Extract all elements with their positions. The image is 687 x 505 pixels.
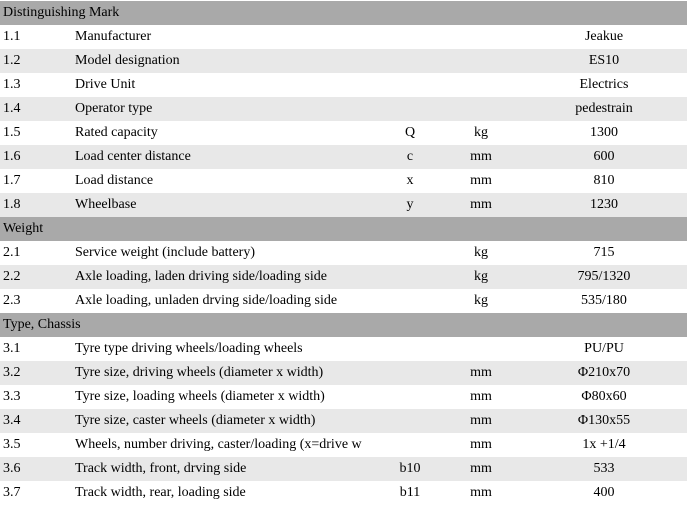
spec-value: Φ130x55 xyxy=(577,413,631,428)
spec-unit: mm xyxy=(470,389,492,404)
spec-no: 1.5 xyxy=(3,125,21,140)
spec-label: Wheelbase xyxy=(75,197,137,212)
section-title: Distinguishing Mark xyxy=(3,5,120,20)
spec-value: Electrics xyxy=(579,77,629,92)
section-title: Weight xyxy=(3,221,44,236)
spec-no: 1.4 xyxy=(3,101,21,116)
section-header: Weight xyxy=(0,217,687,241)
spec-symbol: Q xyxy=(404,125,416,140)
spec-row: 1.4 Operator type pedestrain xyxy=(0,97,687,121)
spec-row: 3.5 Wheels, number driving, caster/loadin… xyxy=(0,433,687,457)
spec-label: Load center distance xyxy=(75,149,191,164)
spec-row: 1.7 Load distance x mm 810 xyxy=(0,169,687,193)
spec-value: 535/180 xyxy=(581,293,627,308)
spec-label: Drive Unit xyxy=(75,77,136,92)
spec-unit: kg xyxy=(474,293,488,308)
spec-label: Rated capacity xyxy=(75,125,158,140)
spec-row: 3.7 Track width, rear, loading side b11 mm 4… xyxy=(0,481,687,505)
spec-no: 1.7 xyxy=(3,173,21,188)
spec-unit: mm xyxy=(470,197,492,212)
section-title: Type, Chassis xyxy=(3,317,81,332)
spec-value: PU/PU xyxy=(584,341,624,356)
spec-value: 795/1320 xyxy=(577,269,631,284)
spec-value: Φ80x60 xyxy=(581,389,627,404)
spec-symbol: b11 xyxy=(399,485,421,500)
spec-symbol: y xyxy=(406,197,414,212)
spec-label: Service weight (include battery) xyxy=(75,245,255,260)
spec-no: 3.3 xyxy=(3,389,21,404)
spec-label: Tyre type driving wheels/loading wheels xyxy=(75,341,303,356)
spec-symbol: c xyxy=(406,149,414,164)
spec-row: 1.6 Load center distance c mm 600 xyxy=(0,145,687,169)
spec-no: 3.4 xyxy=(3,413,21,428)
spec-no: 3.5 xyxy=(3,437,21,452)
spec-row: 1.3 Drive Unit Electrics xyxy=(0,73,687,97)
spec-label: Tyre size, caster wheels (diameter x wid… xyxy=(75,413,316,428)
spec-row: 3.1 Tyre type driving wheels/loading whee… xyxy=(0,337,687,361)
spec-unit: mm xyxy=(470,485,492,500)
spec-row: 3.4 Tyre size, caster wheels (diameter x … xyxy=(0,409,687,433)
spec-row: 1.8 Wheelbase y mm 1230 xyxy=(0,193,687,217)
spec-label: Axle loading, unladen drving side/loadin… xyxy=(75,293,338,308)
spec-label: Track width, front, drving side xyxy=(75,461,247,476)
spec-label: Tyre size, loading wheels (diameter x wi… xyxy=(75,389,325,404)
spec-no: 1.6 xyxy=(3,149,21,164)
spec-row: 3.2 Tyre size, driving wheels (diameter x… xyxy=(0,361,687,385)
spec-no: 1.1 xyxy=(3,29,21,44)
spec-no: 3.2 xyxy=(3,365,21,380)
spec-symbol: b10 xyxy=(399,461,421,476)
spec-label: Manufacturer xyxy=(75,29,152,44)
spec-unit: kg xyxy=(474,269,488,284)
spec-unit: mm xyxy=(470,437,492,452)
spec-value: 600 xyxy=(593,149,615,164)
spec-value: pedestrain xyxy=(575,101,633,116)
spec-unit: mm xyxy=(470,461,492,476)
section-header: Distinguishing Mark xyxy=(0,1,687,25)
spec-unit: mm xyxy=(470,365,492,380)
section-header: Type, Chassis xyxy=(0,313,687,337)
spec-no: 2.2 xyxy=(3,269,21,284)
spec-value: 1300 xyxy=(590,125,618,140)
spec-row: 1.2 Model designation ES10 xyxy=(0,49,687,73)
spec-unit: mm xyxy=(470,413,492,428)
spec-value: 810 xyxy=(593,173,615,188)
spec-unit: mm xyxy=(470,173,492,188)
spec-label: Load distance xyxy=(75,173,154,188)
spec-value: 400 xyxy=(593,485,615,500)
spec-value: ES10 xyxy=(588,53,620,68)
spec-label: Model designation xyxy=(75,53,180,68)
spec-row: 1.1 Manufacturer Jeakue xyxy=(0,25,687,49)
spec-symbol: x xyxy=(406,173,414,188)
spec-value: Φ210x70 xyxy=(577,365,631,380)
spec-row: 2.1 Service weight (include battery) kg 715 xyxy=(0,241,687,265)
spec-row: 3.3 Tyre size, loading wheels (diameter x… xyxy=(0,385,687,409)
spec-row: 2.3 Axle loading, unladen drving side/loa… xyxy=(0,289,687,313)
spec-unit: kg xyxy=(474,125,488,140)
spec-no: 2.1 xyxy=(3,245,21,260)
spec-row: 2.2 Axle loading, laden driving side/load… xyxy=(0,265,687,289)
spec-no: 3.7 xyxy=(3,485,21,500)
spec-no: 1.3 xyxy=(3,77,21,92)
spec-value: Jeakue xyxy=(584,29,624,44)
spec-label: Wheels, number driving, caster/loading (… xyxy=(75,437,362,452)
spec-value: 715 xyxy=(593,245,615,260)
spec-no: 3.1 xyxy=(3,341,21,356)
spec-value: 1x +1/4 xyxy=(582,437,626,452)
spec-label: Axle loading, laden driving side/loading… xyxy=(75,269,327,284)
spec-label: Tyre size, driving wheels (diameter x wi… xyxy=(75,365,324,380)
spec-value: 533 xyxy=(593,461,615,476)
spec-label: Operator type xyxy=(75,101,153,116)
spec-no: 1.2 xyxy=(3,53,21,68)
spec-no: 2.3 xyxy=(3,293,21,308)
spec-label: Track width, rear, loading side xyxy=(75,485,246,500)
spec-unit: mm xyxy=(470,149,492,164)
spec-unit: kg xyxy=(474,245,488,260)
spec-no: 3.6 xyxy=(3,461,21,476)
spec-row: 3.6 Track width, front, drving side b10 mm 5… xyxy=(0,457,687,481)
spec-value: 1230 xyxy=(590,197,618,212)
spec-no: 1.8 xyxy=(3,197,21,212)
